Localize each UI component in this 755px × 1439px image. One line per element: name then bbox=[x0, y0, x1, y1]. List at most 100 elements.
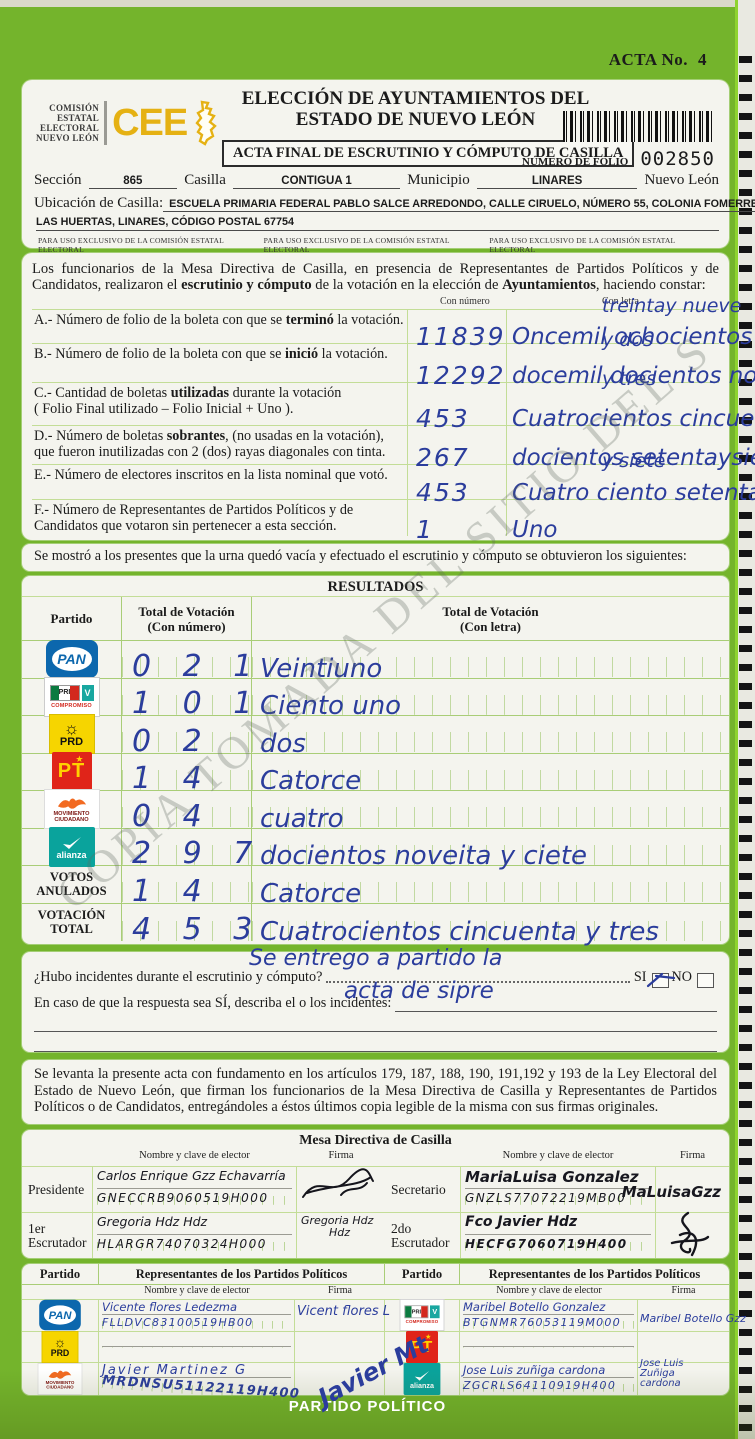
acta-number-label: ACTA No. bbox=[608, 50, 688, 69]
item-letter-cell: y siete Cuatro ciento setenta bbox=[507, 450, 755, 506]
handwritten-clave: HLARGR74070324H000 bbox=[97, 1235, 292, 1251]
mc-text: MOVIMIENTO CIUDADANO bbox=[46, 1380, 75, 1390]
handwritten-number: 267 bbox=[416, 443, 470, 472]
header-text: (Con letra) bbox=[459, 618, 521, 634]
handwritten-votes-number: 0 4 bbox=[132, 798, 213, 834]
prd-logo: ☼ PRD bbox=[41, 1330, 79, 1363]
label-line2: ( Folio Final utilizado – Folio Inicial … bbox=[34, 400, 294, 417]
handwritten-words-insert: y siete bbox=[602, 450, 666, 472]
cee-org-name: COMISIÓN ESTATAL ELECTORAL NUEVO LEÓN bbox=[36, 103, 99, 143]
seccion-value: 865 bbox=[89, 175, 177, 189]
item-letter-cell: y dos docemil docientos noventa bbox=[507, 329, 755, 389]
item-label: F.- Número de Representantes de Partidos… bbox=[32, 500, 407, 536]
handwritten-answer: Se entrego a partido la bbox=[249, 946, 503, 971]
no-checkbox bbox=[697, 973, 714, 988]
result-row-votacion-total: VOTACIÓN TOTAL 4 5 3 Cuatrocientos cincue… bbox=[22, 903, 729, 947]
results-header-row: Partido Total de Votación (Con número) To… bbox=[22, 597, 729, 641]
legal-text: Se levanta la presente acta con fundamen… bbox=[34, 1066, 717, 1115]
result-row-pt: ★ PT 1 4 Catorce bbox=[22, 751, 729, 796]
pt-rep-name-cell bbox=[460, 1331, 638, 1362]
intro-text: Los funcionarios de la Mesa Directiva de… bbox=[32, 261, 719, 293]
mesa-row-escrutadores: 1er Escrutador Gregoria Hdz Hdz HLARGR740… bbox=[22, 1211, 729, 1258]
presidente-firma-cell bbox=[297, 1167, 385, 1212]
alianza-text: alianza bbox=[409, 1381, 434, 1390]
signature-line: Jose Luis bbox=[640, 1358, 684, 1369]
nombre-clave-header: Nombre y clave de elector bbox=[502, 1150, 614, 1161]
pri-flag: PRI bbox=[49, 684, 80, 701]
acta-number-value: 4 bbox=[698, 50, 707, 69]
alianza-rep-name-cell: Jose Luis zuñiga cardona ZGCRLS64110919H… bbox=[460, 1363, 638, 1395]
item-label: D.- Número de boletas sobrantes, (no usa… bbox=[32, 426, 407, 464]
org-line: ELECTORAL bbox=[40, 123, 100, 133]
movimiento-ciudadano-logo: MOVIMIENTO CIUDADANO bbox=[43, 789, 100, 830]
votes-letter-cell: Catorce bbox=[252, 866, 729, 909]
handwritten-name: Fco Javier Hdz bbox=[465, 1214, 651, 1235]
blank-rule-line bbox=[34, 1032, 717, 1052]
casilla-label: Casilla bbox=[184, 172, 226, 188]
binding-holes bbox=[739, 56, 752, 1435]
presidente-signature bbox=[302, 1168, 374, 1198]
spacer bbox=[22, 1285, 99, 1299]
handwritten-words: Oncemil ochocientos bbox=[512, 324, 753, 350]
item-number-cell: 453 bbox=[407, 383, 507, 433]
presidente-name-cell: Carlos Enrique Gzz Echavarría GNECCRB906… bbox=[92, 1167, 297, 1212]
handwritten-clave: GNZLS77072219MB00 bbox=[465, 1189, 651, 1205]
handwritten-votes-words: dos bbox=[260, 728, 306, 759]
result-row-mc: MOVIMIENTO CIUDADANO 0 4 cuatro bbox=[22, 789, 729, 834]
incidents-question-line: ¿Hubo incidentes durante el escrutinio y… bbox=[34, 946, 717, 988]
label-text: la votación. bbox=[318, 346, 388, 362]
urna-note-text: Se mostró a los presentes que la urna qu… bbox=[34, 548, 687, 564]
votes-number-cell: 2 9 7 bbox=[122, 828, 252, 871]
role-text: Escrutador bbox=[28, 1234, 87, 1250]
header-card: COMISIÓN ESTATAL ELECTORAL NUEVO LEÓN CE… bbox=[22, 80, 755, 254]
handwritten-votes-number: 0 2 bbox=[132, 723, 213, 759]
votes-letter-cell: dos bbox=[252, 716, 729, 759]
logo-cell: ☼ PRD bbox=[22, 714, 122, 755]
label-line: VOTACIÓN bbox=[37, 908, 106, 923]
cee-logo: COMISIÓN ESTATAL ELECTORAL NUEVO LEÓN CE… bbox=[36, 100, 219, 146]
intro-text: de la votación en la elección de bbox=[311, 277, 503, 293]
role-text: Secretario bbox=[391, 1181, 446, 1197]
folio-value: 002850 bbox=[640, 148, 715, 170]
alianza-text: alianza bbox=[56, 849, 87, 860]
label-line2: Candidatos que votaron sin pertenecer a … bbox=[34, 517, 337, 534]
nombre-clave-subheader: Nombre y clave de elector bbox=[144, 1285, 250, 1296]
handwritten-votes-words: Catorce bbox=[260, 766, 362, 796]
handwritten-words: docemil docientos noventa bbox=[512, 363, 755, 389]
pt-logo: ★ PT bbox=[51, 751, 92, 792]
pan-logo: PAN bbox=[45, 640, 98, 679]
label-line: TOTAL bbox=[50, 922, 93, 937]
eagle-icon bbox=[48, 1369, 72, 1379]
handwritten-votes-words: docientos noveita y ciete bbox=[260, 841, 588, 871]
pri-flag: PRI bbox=[404, 1305, 429, 1319]
label-text: , (no usadas en la votación), bbox=[225, 428, 384, 444]
votes-number-cell: 1 0 1 bbox=[122, 678, 252, 721]
incidents-question: ¿Hubo incidentes durante el escrutinio y… bbox=[34, 969, 323, 985]
label-text: F.- Número de Representantes de Partidos… bbox=[34, 502, 354, 518]
urna-note-card: Se mostró a los presentes que la urna qu… bbox=[22, 544, 729, 571]
pri-rep-name-cell: Maribel Botello Gonzalez BTGNMR76053119M… bbox=[460, 1300, 638, 1331]
handwritten-votes-number: 2 9 7 bbox=[132, 836, 264, 871]
uso-exclusivo-text: PARA USO EXCLUSIVO DE LA COMISIÓN ESTATA… bbox=[263, 236, 450, 254]
con-numero-header: Con número bbox=[440, 296, 490, 307]
alianza-logo: alianza bbox=[48, 826, 95, 867]
document-title: ELECCIÓN DE AYUNTAMIENTOS DEL ESTADO DE … bbox=[232, 88, 599, 130]
pri-compromiso-logo: PRI V COMPROMISO bbox=[43, 676, 100, 717]
handwritten-name: Gregoria Hdz Hdz bbox=[97, 1214, 292, 1235]
signature-line: Hdz bbox=[329, 1226, 351, 1239]
label-bold: utilizadas bbox=[170, 385, 230, 401]
pan-oval: PAN bbox=[51, 647, 92, 672]
incidents-desc-label: En caso de que la respuesta sea SÍ, desc… bbox=[34, 995, 392, 1011]
pan-text: PAN bbox=[48, 1308, 72, 1322]
votes-number-cell: 1 4 bbox=[122, 753, 252, 796]
label-line: ANULADOS bbox=[36, 884, 107, 899]
escrutador1-firma-cell: Gregoria Hdz Hdz bbox=[297, 1213, 385, 1258]
handwritten-votes-number: 1 4 bbox=[132, 873, 213, 909]
logo-cell: PRI V COMPROMISO bbox=[22, 676, 122, 717]
handwritten-votes-words: Veintiuno bbox=[260, 653, 383, 684]
title-line-2: ESTADO DE NUEVO LEÓN bbox=[295, 109, 536, 130]
no-label: NO bbox=[671, 969, 693, 985]
label-text: E.- Número de electores inscritos en la … bbox=[34, 467, 388, 483]
numero-column-header: Total de Votación (Con número) bbox=[122, 597, 252, 640]
pri-text: PRI bbox=[58, 689, 71, 697]
